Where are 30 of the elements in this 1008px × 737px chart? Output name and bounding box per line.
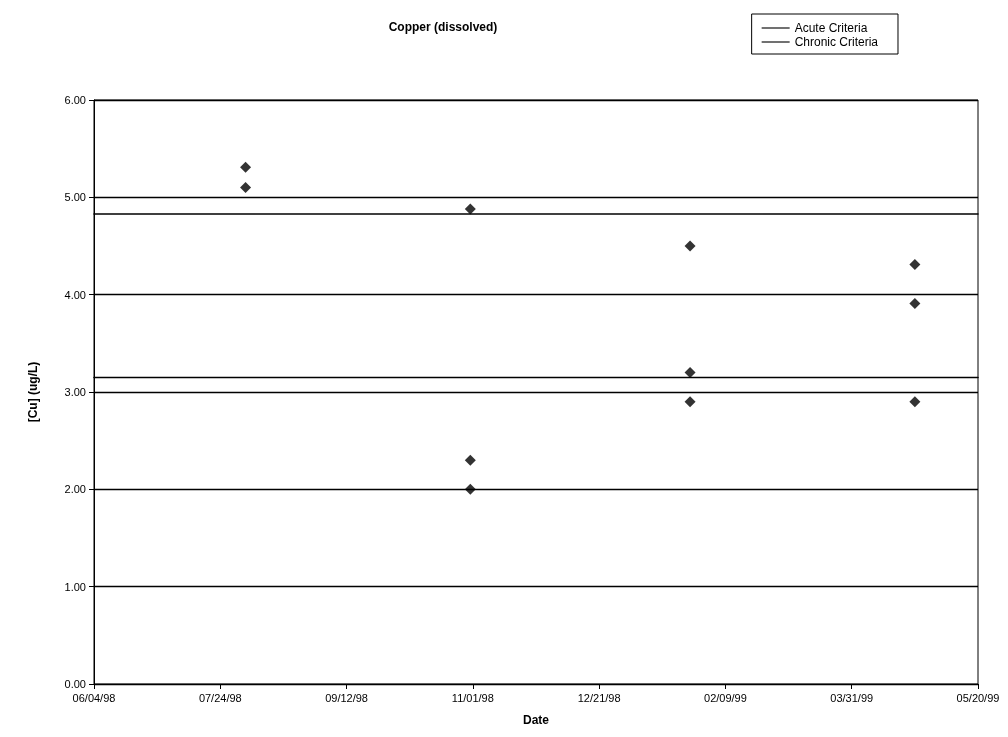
x-tick-label: 12/21/98 (577, 691, 621, 704)
y-tick-label: 6.00 (64, 94, 86, 106)
y-tick-label: 3.00 (64, 386, 86, 398)
point (909, 297, 921, 309)
point (464, 454, 476, 466)
y-tick-label: 0.00 (64, 678, 86, 690)
point (240, 182, 252, 194)
point (464, 203, 476, 215)
x-tick-label: 06/04/98 (72, 691, 116, 704)
legend-label: Chronic Criteria (794, 35, 879, 49)
y-axis-title: [Cu] (ug/L) (26, 361, 40, 423)
point (464, 483, 476, 495)
point (909, 258, 921, 270)
x-tick-label: 03/31/99 (830, 691, 874, 704)
point (684, 240, 696, 252)
y-tick-label: 1.00 (64, 580, 86, 593)
y-tick-label: 4.00 (64, 288, 86, 301)
y-tick-label: 2.00 (64, 483, 86, 496)
point (909, 396, 921, 408)
y-tick-label: 5.00 (64, 191, 86, 204)
x-axis-title: Date (522, 713, 550, 727)
x-tick-label: 09/12/98 (325, 691, 368, 704)
legend-label: Acute Criteria (794, 21, 868, 35)
x-tick-label: 07/24/98 (198, 691, 242, 704)
point (684, 396, 696, 408)
point (240, 161, 252, 173)
x-tick-label: 02/09/99 (704, 691, 747, 704)
x-tick-label: 11/01/98 (451, 691, 494, 704)
x-tick-label: 05/20/99 (956, 691, 1000, 704)
chart-title: Copper (dissolved) (388, 20, 498, 34)
